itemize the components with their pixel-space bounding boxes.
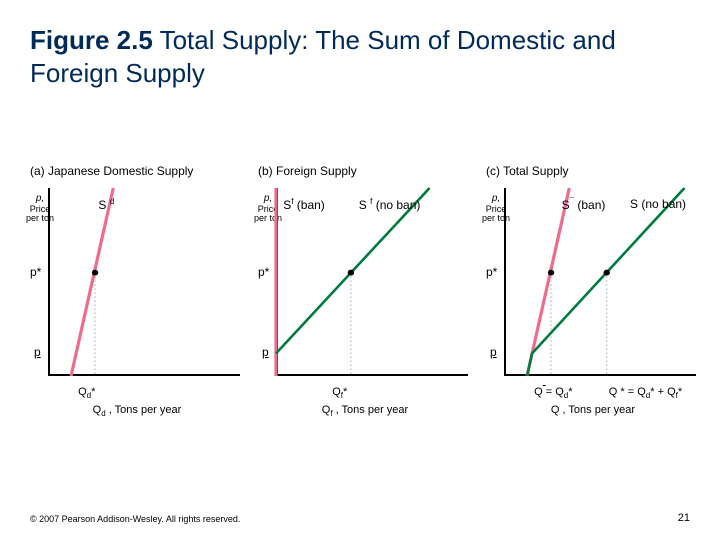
panels-row: (a) Japanese Domestic Supplyp,Priceper t…: [30, 164, 700, 418]
plot-region: [276, 188, 468, 376]
page-number: 21: [678, 512, 690, 524]
series-label: Sf (ban): [283, 197, 325, 212]
series-label: S f (no ban): [359, 197, 421, 212]
panel-title: (b) Foreign Supply: [258, 164, 472, 178]
series-label: S d: [98, 197, 114, 212]
equilibrium-point: [92, 270, 98, 276]
equilibrium-point: [604, 270, 610, 276]
price-bar-label: p: [34, 345, 41, 359]
supply-curve: [527, 188, 569, 376]
chart-area: p,Priceper tonp*pS d: [30, 186, 244, 386]
chart-panel: (b) Foreign Supplyp,Priceper tonp*pSf (b…: [258, 164, 472, 418]
x-tick-label: Q * = Qd* + Qf*: [609, 386, 682, 400]
x-axis-title: Q , Tons per year: [486, 404, 700, 416]
equilibrium-point: [548, 270, 554, 276]
x-tick-labels: Qd*: [30, 386, 244, 402]
chart-area: p,Priceper tonp*pSf (ban)S f (no ban): [258, 186, 472, 386]
panel-title: (a) Japanese Domestic Supply: [30, 164, 244, 178]
x-tick-label: Q = Qd*: [534, 386, 572, 400]
chart-panel: (a) Japanese Domestic Supplyp,Priceper t…: [30, 164, 244, 418]
price-star-label: p*: [258, 265, 269, 279]
supply-curve: [527, 188, 684, 376]
price-star-label: p*: [486, 265, 497, 279]
plot-region: [48, 188, 240, 376]
equilibrium-point: [348, 270, 354, 276]
chart-area: p,Priceper tonp*pS¯ (ban)S (no ban): [486, 186, 700, 386]
series-label: S¯ (ban): [562, 197, 606, 212]
copyright-footer: © 2007 Pearson Addison-Wesley. All right…: [30, 514, 240, 524]
figure-title: Figure 2.5 Total Supply: The Sum of Dome…: [30, 24, 690, 89]
slide: Figure 2.5 Total Supply: The Sum of Dome…: [0, 0, 720, 540]
x-tick-labels: Q = Qd* Q * = Qd* + Qf*: [486, 386, 700, 402]
plot-region: [504, 188, 696, 376]
price-bar-label: p: [490, 345, 497, 359]
figure-number: Figure 2.5: [30, 25, 153, 55]
panel-title: (c) Total Supply: [486, 164, 700, 178]
x-tick-labels: Qf*: [258, 386, 472, 402]
x-tick-label: Qd*: [78, 386, 95, 400]
x-tick-label: Qf*: [332, 386, 347, 400]
series-label: S (no ban): [630, 197, 686, 211]
x-axis-title: Qf , Tons per year: [258, 404, 472, 418]
x-axis-title: Qd , Tons per year: [30, 404, 244, 418]
chart-panel: (c) Total Supplyp,Priceper tonp*pS¯ (ban…: [486, 164, 700, 418]
price-star-label: p*: [30, 265, 41, 279]
supply-curve: [71, 188, 113, 376]
price-bar-label: p: [262, 345, 269, 359]
